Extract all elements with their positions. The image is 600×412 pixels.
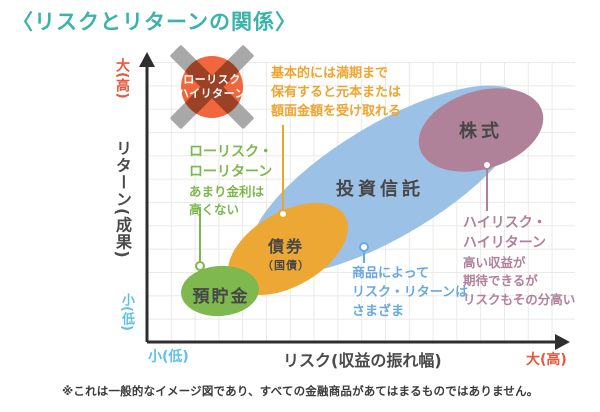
- x-axis-arrowhead: [555, 334, 570, 350]
- stocks-ellipse: [418, 88, 544, 172]
- y-axis-arrowhead: [139, 52, 155, 67]
- deposits-label: 預貯金: [192, 287, 250, 307]
- callout-lines: [195, 125, 492, 271]
- page-title: 〈リスクとリターンの関係〉: [12, 10, 297, 34]
- axes: [145, 64, 557, 344]
- x-axis-label: リスク(収益の振れ幅): [283, 351, 442, 370]
- annotation-high-risk: ハイリスク・ ハイリターン 高い収益が 期待できるが リスクもその分高い: [463, 215, 576, 308]
- annotation-funds: 商品によって リスク・リターンは さまざま: [352, 266, 469, 319]
- callout-dot-bonds: [278, 209, 288, 219]
- deposits-ellipse: [181, 265, 259, 317]
- annotation-low-risk: ローリスク・ ローリターン あまり金利は 高くない: [189, 144, 273, 218]
- stocks-label: 株式: [459, 121, 503, 142]
- x-axis-min-label: 小(低): [148, 349, 189, 365]
- footnote: ※これは一般的なイメージ図であり、すべての金融商品があてはまるものではありません…: [62, 384, 539, 398]
- y-axis-max-label: 大(高): [114, 58, 130, 99]
- y-axis-label: リターン(成果): [113, 140, 132, 259]
- y-axis-min-label: 小(低): [119, 293, 134, 331]
- callout-dot-funds: [359, 242, 369, 252]
- x-axis-max-label: 大(高): [526, 352, 567, 368]
- prohibited-badge-label: ローリスク ハイリターン: [177, 73, 247, 101]
- callout-dot-stocks: [482, 160, 492, 170]
- callout-dot-deposits: [195, 261, 205, 271]
- bonds-ellipse: [227, 203, 349, 295]
- funds-label: 投資信託: [336, 179, 424, 200]
- annotation-bonds: 基本的には満期まで 保有すると元本または 額面金額を受け取れる: [271, 66, 402, 119]
- bonds-label: 債券 （国債）: [262, 237, 310, 272]
- prohibited-cross-icon: [170, 45, 254, 129]
